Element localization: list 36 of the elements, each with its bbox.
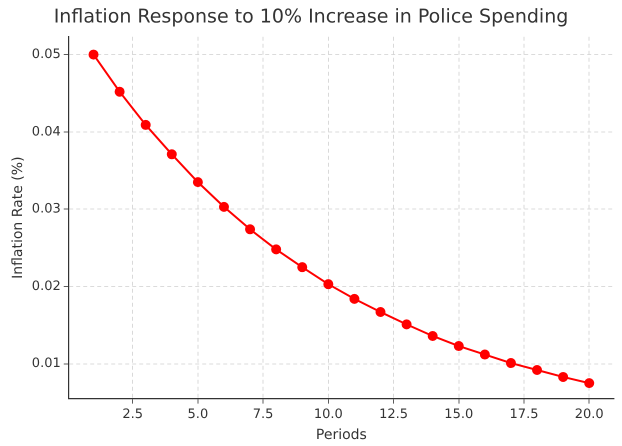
point — [454, 341, 464, 352]
point — [218, 202, 229, 212]
point — [428, 330, 438, 341]
point — [245, 224, 256, 234]
point — [297, 262, 308, 272]
x-tick-label: 5.0 — [188, 406, 208, 422]
x-tick-label: 7.5 — [252, 406, 274, 422]
y-tick-label: 0.05 — [32, 46, 61, 62]
point — [480, 350, 490, 360]
x-axis-title: Periods — [316, 427, 367, 444]
point — [376, 307, 386, 318]
point — [192, 177, 203, 188]
x-tick-label: 10.0 — [314, 406, 343, 422]
x-tick-label: 20.0 — [574, 406, 604, 422]
point — [558, 372, 568, 382]
x-tick-label: 17.5 — [510, 406, 538, 422]
y-tick-label: 0.02 — [32, 278, 61, 294]
x-tick-label: 12.5 — [379, 406, 408, 422]
point — [349, 294, 360, 304]
point — [140, 120, 151, 130]
chart-title: Inflation Response to 10% Increase in Police Spending — [54, 5, 568, 28]
point — [114, 86, 125, 97]
point — [532, 364, 542, 375]
y-axis-title: Inflation Rate (%) — [10, 156, 26, 279]
point — [506, 358, 516, 368]
x-tick-label: 2.5 — [122, 406, 144, 422]
point — [166, 149, 177, 160]
point — [271, 244, 282, 254]
y-tick-label: 0.01 — [32, 356, 61, 372]
point — [323, 279, 334, 290]
point — [402, 319, 412, 330]
x-tick-label: 15.0 — [444, 406, 474, 422]
point — [88, 50, 99, 60]
y-tick-label: 0.03 — [32, 202, 61, 217]
point — [584, 378, 594, 388]
y-tick-label: 0.04 — [32, 124, 61, 140]
